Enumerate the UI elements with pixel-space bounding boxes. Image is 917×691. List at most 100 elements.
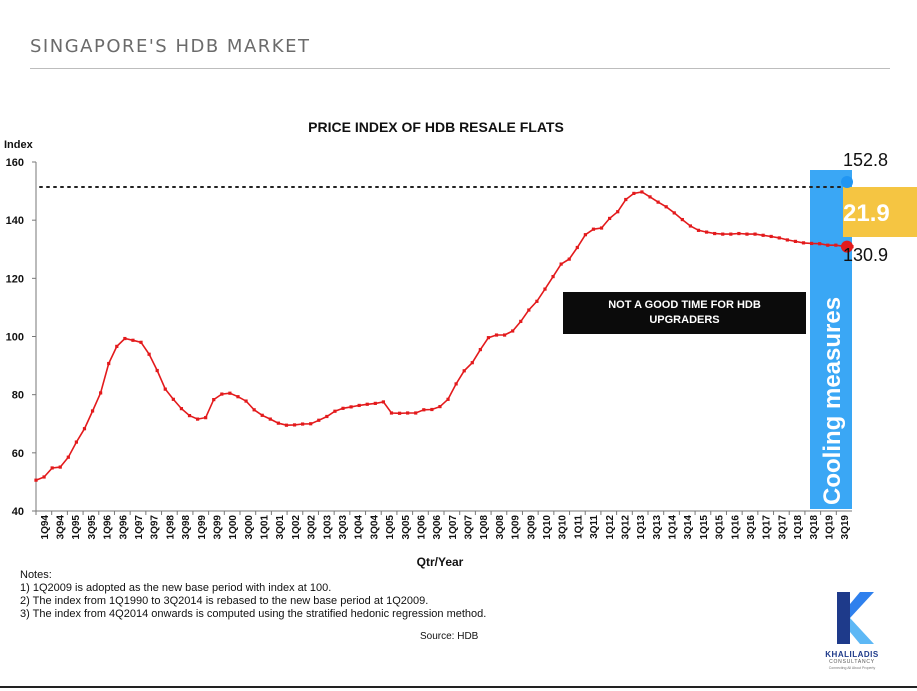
data-point	[373, 401, 377, 405]
x-tick-label: 3Q14	[683, 515, 694, 540]
x-tick-label: 1Q97	[134, 515, 145, 540]
x-tick-label: 1Q15	[699, 515, 710, 540]
annotation-text: NOT A GOOD TIME FOR HDB UPGRADERS	[608, 299, 761, 326]
data-point	[292, 423, 297, 427]
data-point	[139, 340, 143, 344]
y-axis-label: Index	[4, 139, 34, 151]
data-point	[648, 195, 652, 199]
data-point	[123, 336, 127, 341]
x-tick-label: 3Q06	[432, 515, 443, 540]
page-title: SINGAPORE'S HDB MARKET	[30, 36, 311, 57]
data-point	[494, 333, 499, 337]
x-tick-label: 3Q07	[464, 515, 475, 540]
data-point	[535, 299, 539, 303]
data-point	[470, 361, 474, 365]
x-tick-label: 1Q99	[197, 515, 208, 540]
x-axis-ticks: 1Q94 3Q94 1Q95 3Q95 1Q96 3Q96 1Q97 3Q97 1Q98 3Q98…	[35, 511, 851, 540]
data-point	[818, 242, 822, 246]
x-tick-label: 1Q02	[291, 515, 302, 540]
data-point	[567, 257, 571, 261]
data-point	[228, 391, 232, 395]
data-point	[713, 231, 717, 236]
data-point	[147, 352, 151, 356]
x-tick-label: 1Q18	[793, 515, 804, 540]
data-point	[74, 440, 78, 444]
data-point	[511, 329, 515, 333]
y-tick-label: 40	[12, 506, 24, 518]
data-point	[82, 427, 87, 431]
x-tick-label: 1Q11	[573, 515, 584, 539]
data-point	[785, 238, 789, 242]
x-tick-label: 3Q17	[777, 515, 788, 540]
data-point	[317, 418, 321, 422]
y-tick-label: 120	[6, 273, 24, 285]
x-tick-label: 1Q10	[542, 515, 553, 540]
data-point	[551, 274, 555, 279]
y-tick-label: 80	[12, 390, 24, 402]
data-point	[276, 421, 280, 425]
x-tick-label: 3Q15	[715, 515, 726, 540]
data-point	[195, 417, 200, 421]
data-point	[704, 230, 709, 234]
data-point	[204, 416, 208, 420]
data-point	[543, 287, 547, 291]
x-tick-label: 3Q10	[558, 515, 569, 540]
data-point	[793, 239, 798, 243]
annotation-box: NOT A GOOD TIME FOR HDB UPGRADERS	[563, 292, 806, 334]
x-tick-label: 3Q02	[307, 515, 318, 540]
data-point	[107, 361, 111, 366]
x-tick-label: 3Q98	[181, 515, 192, 540]
data-point	[486, 336, 491, 340]
data-point	[268, 417, 272, 421]
data-point	[640, 190, 644, 194]
data-point	[99, 391, 103, 395]
notes-block: Notes: 1) 1Q2009 is adopted as the new b…	[20, 569, 486, 621]
x-tick-label: 1Q05	[385, 515, 396, 540]
data-point	[357, 403, 361, 408]
data-point	[608, 216, 612, 221]
x-tick-label: 1Q16	[730, 515, 741, 540]
data-point	[260, 413, 264, 417]
data-point	[187, 414, 192, 418]
x-tick-label: 3Q16	[746, 515, 757, 540]
x-tick-label: 1Q08	[479, 515, 490, 540]
data-point	[131, 338, 135, 342]
x-tick-label: 3Q99	[212, 515, 223, 540]
data-point	[212, 398, 216, 402]
x-tick-label: 3Q04	[369, 515, 380, 540]
x-tick-label: 3Q00	[244, 515, 255, 540]
data-point	[179, 407, 184, 411]
x-tick-label: 1Q06	[416, 515, 427, 540]
x-tick-label: 3Q95	[87, 515, 98, 540]
data-point	[414, 411, 418, 415]
data-point	[422, 408, 426, 412]
y-tick-label: 100	[6, 332, 24, 344]
data-point	[801, 241, 806, 245]
data-point	[478, 347, 482, 352]
end-value-label: 130.9	[843, 245, 888, 265]
data-point	[721, 232, 725, 236]
source-note: Source: HDB	[420, 631, 479, 642]
end-marker	[841, 240, 853, 253]
x-tick-label: 3Q18	[809, 515, 820, 540]
logo-tagline: Connecting All About Property	[828, 666, 876, 670]
x-tick-label: 3Q96	[118, 515, 129, 540]
x-tick-label: 1Q17	[762, 515, 773, 540]
x-tick-label: 1Q01	[260, 515, 271, 540]
data-point	[301, 422, 305, 426]
y-tick-label: 140	[6, 215, 24, 227]
data-point	[438, 404, 442, 409]
data-point	[591, 227, 596, 231]
data-point	[527, 308, 531, 312]
data-point	[834, 243, 838, 247]
x-tick-label: 1Q98	[165, 515, 176, 540]
data-point	[656, 200, 660, 204]
data-point	[406, 411, 410, 415]
data-point	[389, 411, 394, 415]
data-point	[583, 233, 587, 237]
data-point	[519, 319, 523, 323]
data-point	[761, 233, 765, 237]
x-tick-label: 1Q94	[40, 515, 51, 540]
data-point	[171, 397, 175, 401]
